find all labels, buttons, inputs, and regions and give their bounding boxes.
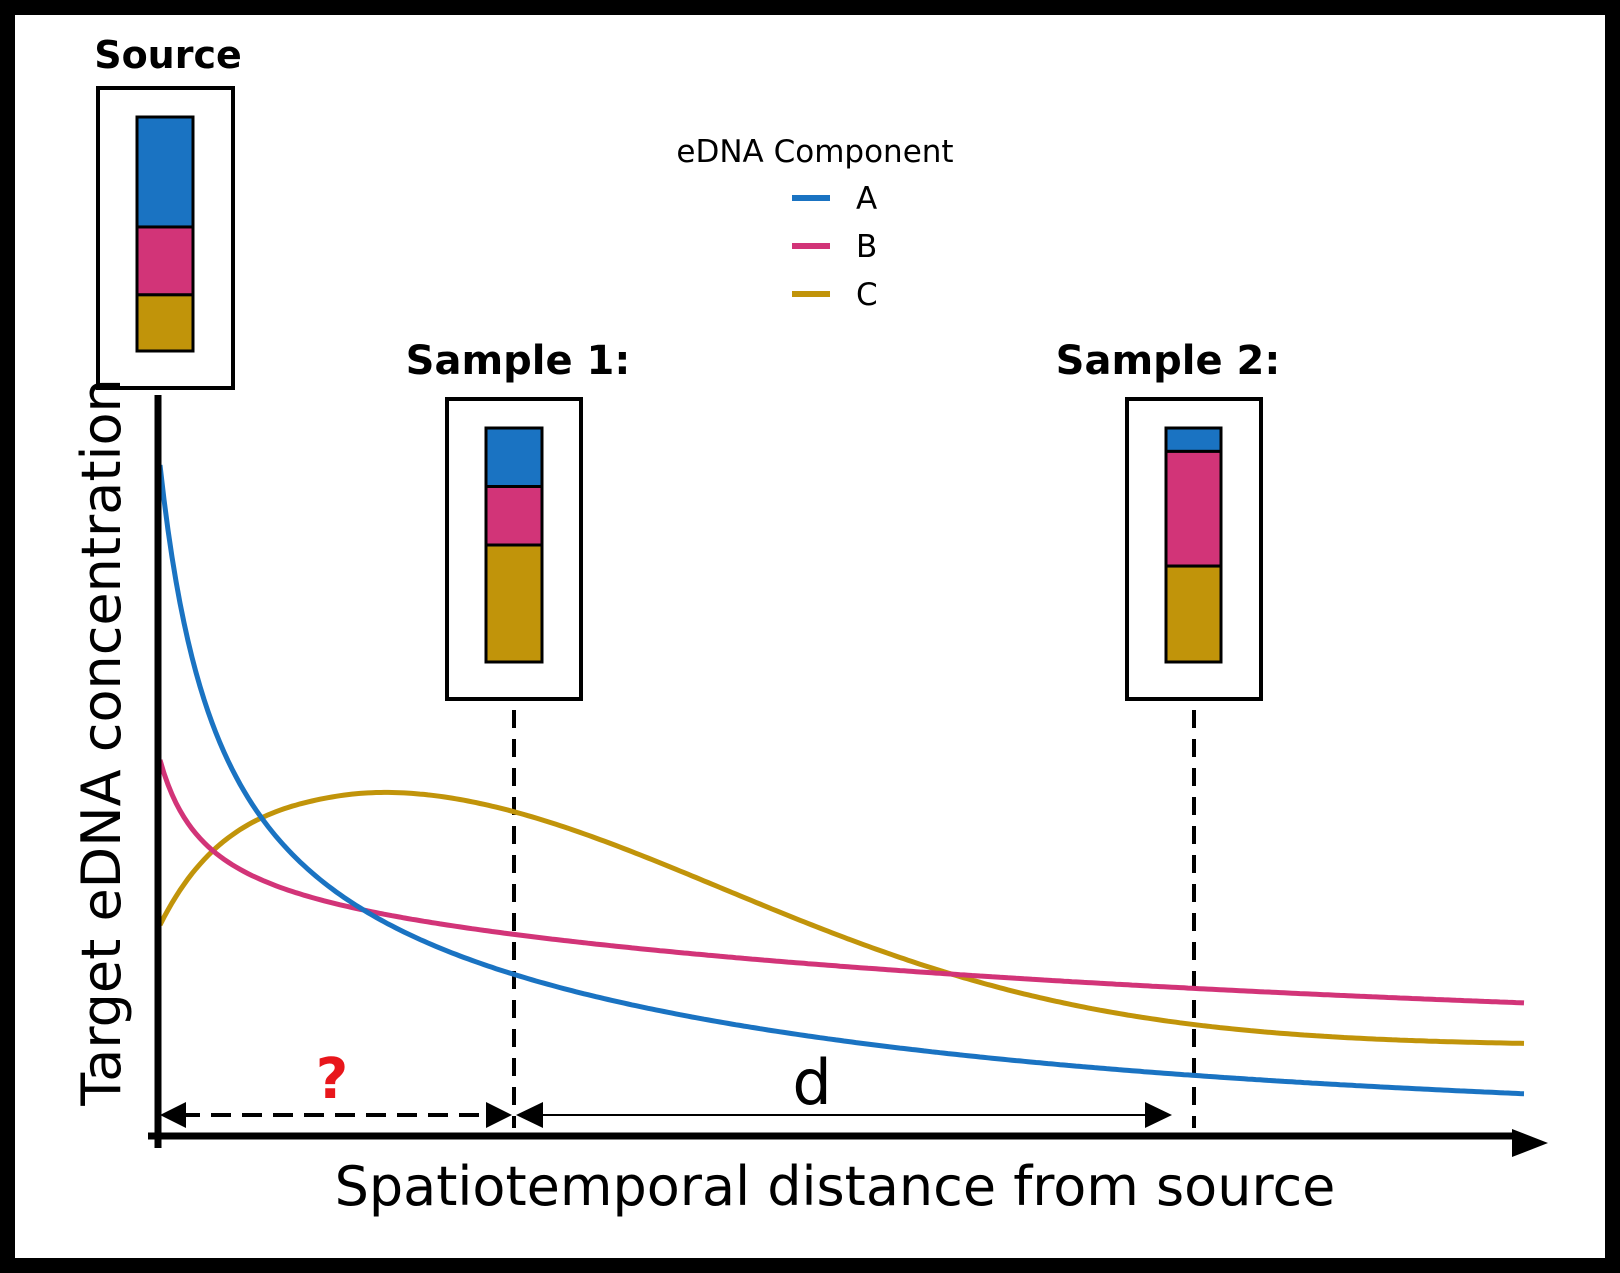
legend-label-a: A (856, 181, 877, 217)
sample1-segment-a (484, 426, 544, 488)
question-mark: ? (316, 1047, 348, 1112)
distance-d-label: d (792, 1046, 831, 1119)
sample2-composition-bar (1164, 426, 1223, 664)
sample2-segment-b (1164, 449, 1223, 568)
distance-d-arrowhead-right (1145, 1102, 1172, 1128)
unknown-distance-arrowhead-right (486, 1102, 512, 1128)
sample2-label: Sample 2: (1056, 338, 1281, 384)
y-axis-label: Target eDNA concentration (70, 378, 133, 1107)
sample1-box (445, 397, 583, 701)
unknown-distance-arrowhead-left (160, 1102, 186, 1128)
source-composition-bar (135, 115, 195, 353)
source-segment-a (135, 115, 195, 229)
x-axis-arrowhead (1512, 1129, 1548, 1157)
source-segment-b (135, 225, 195, 297)
source-box (96, 86, 235, 390)
curve-a (157, 464, 1525, 1097)
x-axis-label: Spatiotemporal distance from source (335, 1155, 1336, 1218)
curve-c (157, 789, 1525, 1046)
curve-b (157, 759, 1525, 1006)
sample1-label: Sample 1: (406, 338, 631, 384)
source-segment-c (135, 293, 195, 353)
sample1-segment-c (484, 543, 544, 664)
legend-label-c: C (856, 277, 878, 313)
white-panel (15, 15, 1605, 1258)
sample2-box (1125, 397, 1263, 701)
sample2-segment-c (1164, 564, 1223, 664)
source-label: Source (94, 33, 242, 77)
sample1-composition-bar (484, 426, 544, 664)
sample1-segment-b (484, 485, 544, 547)
legend-label-b: B (856, 229, 877, 265)
distance-d-arrowhead-left (516, 1102, 543, 1128)
legend-title: eDNA Component (676, 134, 953, 170)
legend: ABC (792, 181, 878, 313)
sample2-segment-a (1164, 426, 1223, 453)
